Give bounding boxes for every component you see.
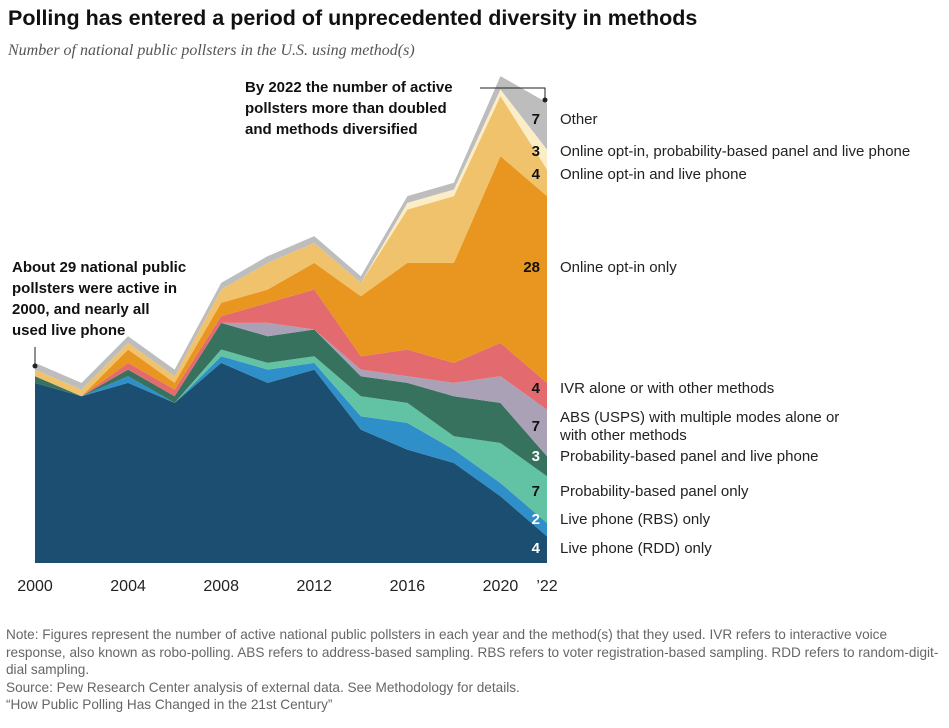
area bbox=[35, 362, 547, 563]
value-label: 7 bbox=[532, 483, 540, 500]
chart: About 29 national public pollsters were a… bbox=[12, 76, 558, 595]
x-tick-label: 2000 bbox=[17, 578, 53, 595]
annotation: By 2022 the number of active bbox=[245, 79, 453, 96]
value-label: 7 bbox=[532, 418, 540, 435]
annotation: pollsters more than doubled bbox=[245, 100, 447, 117]
value-label: 7 bbox=[532, 111, 540, 128]
report-title: “How Public Polling Has Changed in the 2… bbox=[6, 697, 333, 712]
callout-dot bbox=[32, 363, 38, 369]
x-tick-label: 2004 bbox=[110, 578, 146, 595]
legend-label: Live phone (RBS) only bbox=[560, 511, 711, 528]
x-tick-label: 2020 bbox=[483, 578, 519, 595]
area bbox=[35, 96, 547, 397]
area bbox=[35, 322, 547, 457]
value-label: 3 bbox=[532, 143, 540, 160]
x-tick-label: 2008 bbox=[203, 578, 239, 595]
legend-label: Probability-based panel and live phone bbox=[560, 448, 819, 465]
area bbox=[35, 356, 547, 537]
annotation: pollsters were active in bbox=[12, 280, 177, 297]
annotation: About 29 national public bbox=[12, 259, 186, 276]
callout-line bbox=[480, 87, 546, 100]
annotation: and methods diversified bbox=[245, 121, 418, 138]
legend-label: Online opt-in, probability-based panel a… bbox=[560, 143, 911, 160]
legend-label: Online opt-in only bbox=[560, 259, 677, 276]
value-label: 28 bbox=[523, 259, 540, 276]
area bbox=[35, 322, 547, 477]
chart-subtitle: Number of national public pollsters in t… bbox=[8, 42, 415, 59]
legend-label: Probability-based panel only bbox=[560, 483, 749, 500]
value-label: 4 bbox=[532, 380, 541, 397]
area bbox=[35, 349, 547, 523]
source: Source: Pew Research Center analysis of … bbox=[6, 679, 520, 695]
x-tick-label: 2012 bbox=[296, 578, 332, 595]
legend-label: ABS (USPS) with multiple modes alone or … bbox=[560, 409, 840, 444]
legend-label: IVR alone or with other methods bbox=[560, 380, 775, 397]
legend-label: Other bbox=[560, 111, 598, 128]
x-tick-label: 2016 bbox=[390, 578, 426, 595]
area bbox=[35, 289, 547, 410]
note: Note: Figures represent the number of ac… bbox=[6, 627, 939, 677]
annotation: 2000, and nearly all bbox=[12, 301, 150, 318]
value-label: 4 bbox=[532, 540, 541, 557]
value-label: 4 bbox=[532, 166, 541, 183]
annotation: used live phone bbox=[12, 322, 125, 339]
chart-title: Polling has entered a period of unpreced… bbox=[8, 6, 698, 30]
footer: Note: Figures represent the number of ac… bbox=[6, 626, 946, 714]
value-label: 3 bbox=[532, 448, 540, 465]
legend-label: Live phone (RDD) only bbox=[560, 540, 712, 557]
callout-dot bbox=[542, 97, 548, 103]
legend-label: Online opt-in and live phone bbox=[560, 166, 747, 183]
x-tick-label: ’22 bbox=[536, 578, 557, 595]
value-label: 2 bbox=[532, 511, 540, 528]
